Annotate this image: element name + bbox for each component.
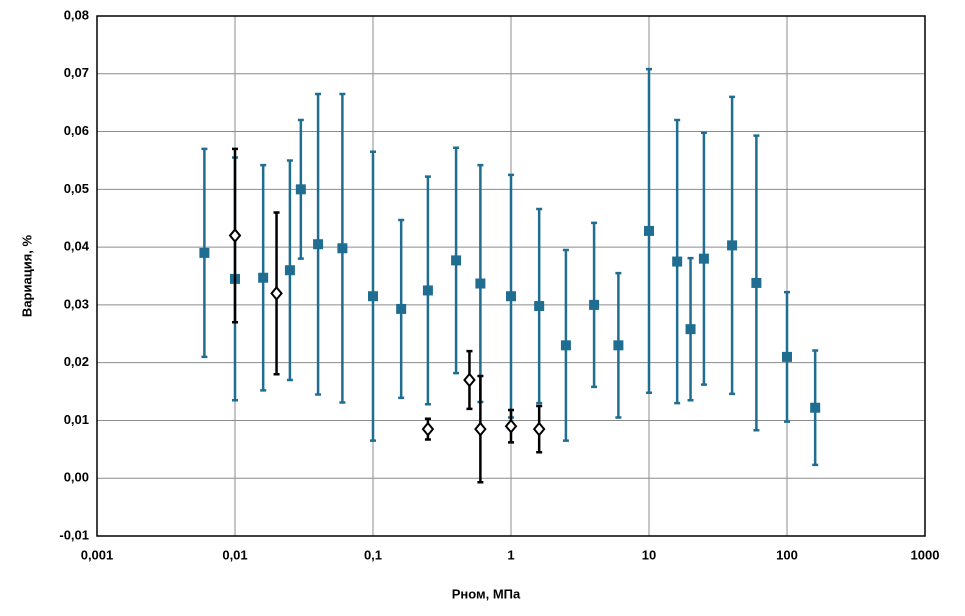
plot-border <box>96 15 926 537</box>
point <box>451 255 462 266</box>
point <box>685 324 696 335</box>
x-tick-label: 10 <box>642 547 656 562</box>
y-tick-label: 0,03 <box>64 296 89 311</box>
y-tick-label: 0,02 <box>64 354 89 369</box>
point <box>613 340 624 351</box>
y-tick-label: -0,01 <box>59 527 89 542</box>
point <box>475 278 486 289</box>
point <box>258 272 269 283</box>
point <box>644 225 654 236</box>
y-tick-label: 0,01 <box>64 412 89 427</box>
point <box>474 421 487 437</box>
point <box>698 253 709 264</box>
point <box>782 351 792 362</box>
x-tick-label: 1000 <box>911 547 940 562</box>
y-tick-label: 0,04 <box>64 239 90 254</box>
x-tick-label: 0,001 <box>81 547 114 562</box>
y-tick-label: 0,07 <box>64 65 89 80</box>
point <box>534 301 545 312</box>
point <box>532 421 546 437</box>
x-axis-label: Рном, МПа <box>452 586 521 601</box>
point <box>337 243 348 254</box>
x-tick-label: 0,01 <box>222 547 247 562</box>
point <box>228 227 242 244</box>
point <box>295 184 306 195</box>
x-tick-label: 1 <box>507 547 514 562</box>
point <box>270 285 283 301</box>
point <box>589 299 600 310</box>
point <box>421 421 435 437</box>
point <box>560 340 571 351</box>
point <box>396 303 407 314</box>
point <box>463 372 476 388</box>
y-tick-label: 0,05 <box>64 181 89 196</box>
point <box>727 240 738 251</box>
point <box>368 291 378 302</box>
point <box>284 265 295 276</box>
point <box>751 277 762 288</box>
y-tick-label: 0,08 <box>64 7 89 22</box>
point <box>313 239 324 250</box>
y-tick-label: 0,06 <box>64 123 89 138</box>
point <box>504 418 518 434</box>
x-tick-label: 0,1 <box>364 547 382 562</box>
point <box>422 285 433 296</box>
point <box>810 402 821 413</box>
point <box>199 247 210 258</box>
point <box>672 256 683 267</box>
y-axis-label: Вариация, % <box>19 234 34 317</box>
x-tick-label: 100 <box>776 547 798 562</box>
point <box>506 291 516 302</box>
y-tick-label: 0,00 <box>64 470 89 485</box>
